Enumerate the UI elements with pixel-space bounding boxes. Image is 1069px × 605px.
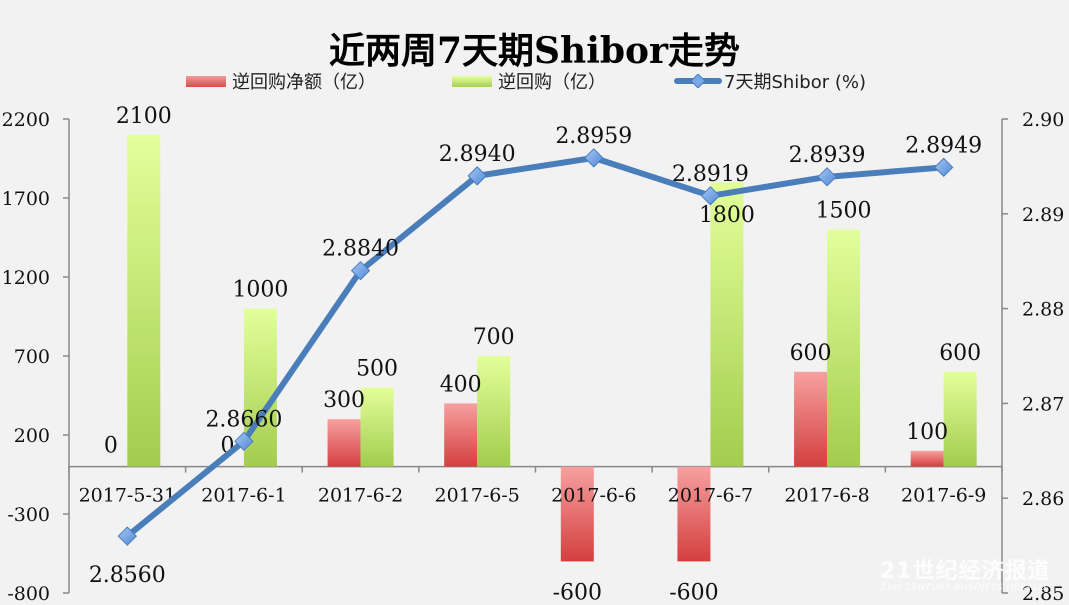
svg-text:2.8919: 2.8919 xyxy=(672,162,749,187)
svg-text:300: 300 xyxy=(323,388,365,413)
svg-text:2017-5-31: 2017-5-31 xyxy=(79,485,176,507)
svg-text:2.8959: 2.8959 xyxy=(555,124,632,149)
svg-text:-800: -800 xyxy=(7,583,50,605)
legend-label-shibor: 7天期Shibor (%) xyxy=(724,72,866,93)
svg-text:2017-6-9: 2017-6-9 xyxy=(901,485,986,507)
legend-item-net-repo: 逆回购净额（亿） xyxy=(186,68,376,94)
svg-text:2.89: 2.89 xyxy=(1022,204,1064,226)
svg-text:100: 100 xyxy=(906,420,948,445)
svg-text:400: 400 xyxy=(440,372,482,397)
svg-text:1200: 1200 xyxy=(2,267,50,289)
svg-text:2017-6-2: 2017-6-2 xyxy=(318,485,403,507)
svg-text:-600: -600 xyxy=(669,580,718,605)
svg-text:2.8949: 2.8949 xyxy=(905,133,982,158)
legend-item-repo: 逆回购（亿） xyxy=(452,68,606,94)
svg-text:2.8940: 2.8940 xyxy=(439,142,516,167)
svg-text:2017-6-5: 2017-6-5 xyxy=(435,485,520,507)
svg-text:2.86: 2.86 xyxy=(1022,488,1064,510)
legend-label-net-repo: 逆回购净额（亿） xyxy=(232,72,376,93)
svg-text:-300: -300 xyxy=(7,504,50,526)
legend-label-repo: 逆回购（亿） xyxy=(498,72,606,93)
svg-text:700: 700 xyxy=(473,325,515,350)
svg-text:600: 600 xyxy=(939,341,981,366)
watermark-title: 21世纪经济报道 xyxy=(880,559,1051,584)
svg-text:2.8939: 2.8939 xyxy=(789,143,866,168)
legend-line-diamond-icon xyxy=(674,74,722,88)
svg-text:2.87: 2.87 xyxy=(1022,393,1064,415)
svg-text:0: 0 xyxy=(104,434,118,459)
svg-text:2017-6-1: 2017-6-1 xyxy=(201,485,286,507)
svg-text:500: 500 xyxy=(356,357,398,382)
svg-text:600: 600 xyxy=(790,341,832,366)
legend-swatch-red xyxy=(186,75,226,87)
svg-text:2.8660: 2.8660 xyxy=(205,407,282,432)
legend: 逆回购净额（亿） 逆回购（亿） 7天期Shibor (%) xyxy=(0,68,1069,98)
chart-title: 近两周7天期Shibor走势 xyxy=(328,30,741,72)
svg-text:2017-6-7: 2017-6-7 xyxy=(668,485,753,507)
svg-text:-600: -600 xyxy=(553,580,602,605)
svg-text:2.88: 2.88 xyxy=(1022,299,1064,321)
svg-text:200: 200 xyxy=(14,425,50,447)
legend-swatch-green xyxy=(452,75,492,87)
legend-item-shibor: 7天期Shibor (%) xyxy=(674,68,866,94)
svg-text:2017-6-6: 2017-6-6 xyxy=(551,485,636,507)
svg-text:1500: 1500 xyxy=(816,199,872,224)
svg-text:1700: 1700 xyxy=(2,188,50,210)
svg-text:2.85: 2.85 xyxy=(1022,583,1064,605)
svg-text:2200: 2200 xyxy=(2,109,50,131)
svg-text:700: 700 xyxy=(14,346,50,368)
svg-text:2.8560: 2.8560 xyxy=(89,563,166,588)
watermark: 21世纪经济报道 21st CENTURY BUSINESS HERALD xyxy=(880,553,1051,593)
svg-text:2017-6-8: 2017-6-8 xyxy=(784,485,869,507)
svg-text:1000: 1000 xyxy=(232,278,288,303)
svg-text:2.90: 2.90 xyxy=(1022,109,1064,131)
svg-text:2100: 2100 xyxy=(116,104,172,129)
svg-text:1800: 1800 xyxy=(699,203,755,228)
watermark-subtitle: 21st CENTURY BUSINESS HERALD xyxy=(880,583,1047,593)
svg-text:2.8840: 2.8840 xyxy=(322,237,399,262)
